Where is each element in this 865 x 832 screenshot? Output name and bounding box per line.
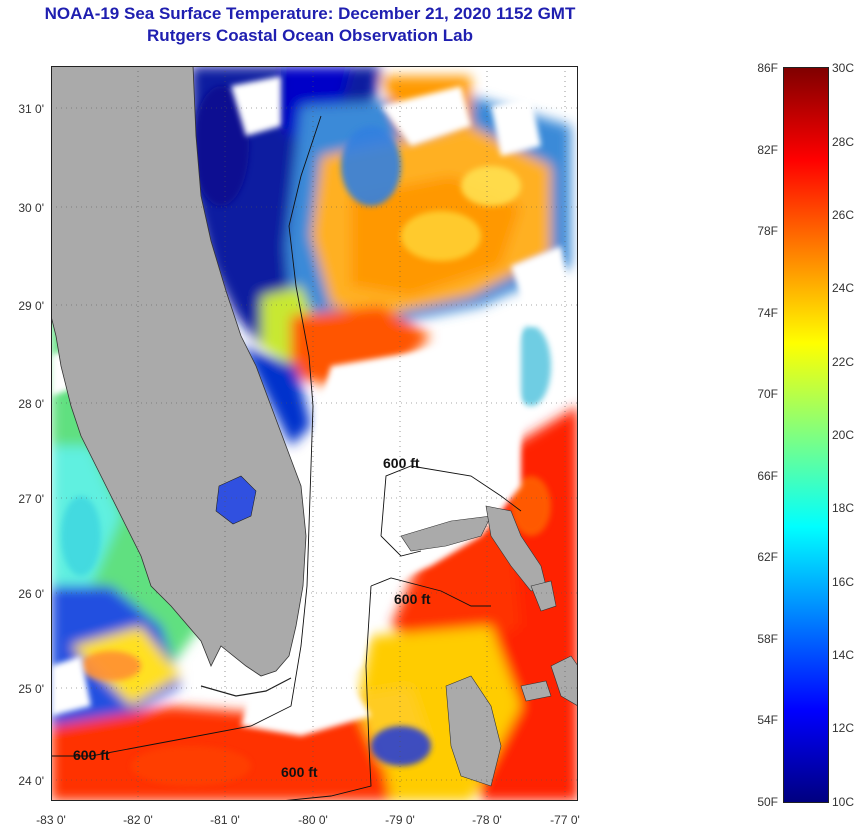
lon-label-81: -81 0' xyxy=(210,813,240,827)
colorbar-c-24: 24C xyxy=(832,281,855,295)
lat-label-27: 27 0' xyxy=(18,492,44,506)
isobath-600ft-north xyxy=(380,465,522,537)
florida-landmass xyxy=(51,66,307,677)
lon-label-77: -77 0' xyxy=(550,813,580,827)
lon-label-80: -80 0' xyxy=(298,813,328,827)
contour-label-north: 600 ft xyxy=(383,455,420,471)
isobath-600ft-east xyxy=(370,577,491,607)
exuma-islands xyxy=(550,655,578,707)
lon-label-79: -79 0' xyxy=(385,813,415,827)
lake-okeechobee xyxy=(215,475,257,525)
colorbar-c-14: 14C xyxy=(832,648,855,662)
grand-bahama xyxy=(400,515,492,552)
map-title: NOAA-19 Sea Surface Temperature: Decembe… xyxy=(44,4,576,23)
colorbar-c-10: 10C xyxy=(832,795,855,809)
colorbar-c-22: 22C xyxy=(832,355,855,369)
colorbar-f-74: 74F xyxy=(757,306,778,320)
andros-island xyxy=(445,675,502,787)
colorbar-f-82: 82F xyxy=(757,143,778,157)
florida-keys xyxy=(200,677,292,697)
lat-label-28: 28 0' xyxy=(18,397,44,411)
colorbar-f-50: 50F xyxy=(757,795,778,809)
lat-label-31: 31 0' xyxy=(18,102,44,116)
contour-label-west: 600 ft xyxy=(73,747,110,763)
colorbar-f-54: 54F xyxy=(757,713,778,727)
lat-label-26: 26 0' xyxy=(18,587,44,601)
temperature-colorbar xyxy=(783,67,829,803)
colorbar-f-66: 66F xyxy=(757,469,778,483)
lat-label-25: 25 0' xyxy=(18,682,44,696)
lon-label-82: -82 0' xyxy=(123,813,153,827)
sst-map: 600 ft 600 ft 600 ft 600 ft xyxy=(51,66,578,801)
colorbar-c-20: 20C xyxy=(832,428,855,442)
isobath-600ft-south xyxy=(280,585,372,801)
new-providence-island xyxy=(520,680,552,702)
eleuthera-island xyxy=(530,580,557,612)
map-frame xyxy=(51,66,578,801)
colorbar-f-62: 62F xyxy=(757,550,778,564)
lat-label-30: 30 0' xyxy=(18,201,44,215)
colorbar-c-16: 16C xyxy=(832,575,855,589)
contour-label-south: 600 ft xyxy=(281,764,318,780)
colorbar-c-26: 26C xyxy=(832,208,855,222)
map-subtitle: Rutgers Coastal Ocean Observation Lab xyxy=(147,26,473,45)
contour-label-east: 600 ft xyxy=(394,591,431,607)
colorbar-c-30: 30C xyxy=(832,61,855,75)
colorbar-f-70: 70F xyxy=(757,387,778,401)
colorbar-c-28: 28C xyxy=(832,135,855,149)
colorbar-f-78: 78F xyxy=(757,224,778,238)
colorbar-c-12: 12C xyxy=(832,721,855,735)
isobath-600ft-west xyxy=(51,115,322,757)
colorbar-c-18: 18C xyxy=(832,501,855,515)
lat-label-29: 29 0' xyxy=(18,299,44,313)
lon-label-83: -83 0' xyxy=(36,813,66,827)
lon-label-78: -78 0' xyxy=(472,813,502,827)
colorbar-f-58: 58F xyxy=(757,632,778,646)
lat-label-24: 24 0' xyxy=(18,774,44,788)
colorbar-f-86: 86F xyxy=(757,61,778,75)
